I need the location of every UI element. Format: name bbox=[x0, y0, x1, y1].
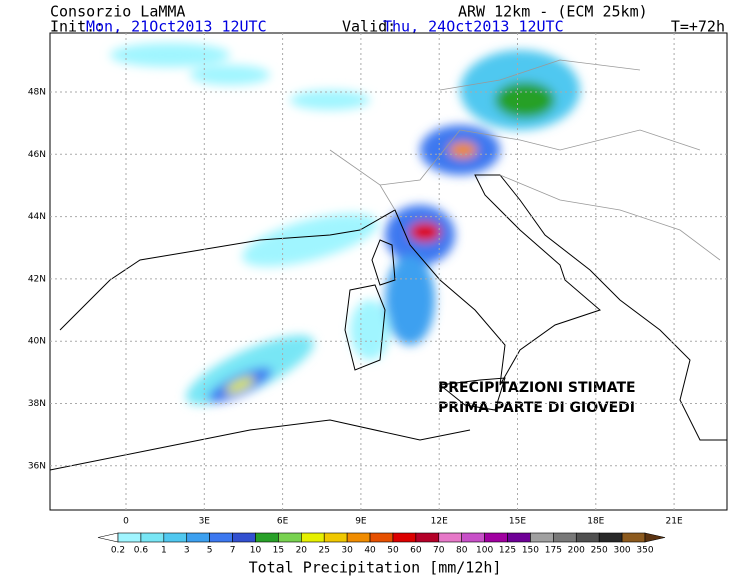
colorbar-box bbox=[438, 532, 462, 543]
colorbar-box bbox=[140, 532, 165, 543]
sicily bbox=[438, 377, 506, 411]
borders bbox=[329, 59, 721, 261]
colorbar-box bbox=[255, 532, 279, 543]
colorbar-box bbox=[530, 532, 554, 543]
colorbar-box bbox=[186, 532, 210, 543]
colorbar-box bbox=[598, 532, 623, 543]
lon-label: 15E bbox=[509, 517, 526, 527]
valid-label: Valid: bbox=[342, 18, 396, 36]
colorbar-label: 0.6 bbox=[134, 546, 149, 556]
colorbar-label: 50 bbox=[387, 546, 399, 556]
colorbar-box bbox=[278, 532, 302, 543]
lon-label: 18E bbox=[587, 517, 604, 527]
valid-time: Thu, 24Oct2013 12UTC bbox=[383, 18, 564, 36]
colorbar-end bbox=[97, 532, 119, 543]
colorbar-box bbox=[507, 532, 531, 543]
colorbar-box bbox=[553, 532, 577, 543]
colorbar-label: 70 bbox=[433, 546, 445, 556]
colorbar-label: 300 bbox=[613, 546, 630, 556]
lon-label: 12E bbox=[431, 517, 448, 527]
colorbar-label: 60 bbox=[410, 546, 422, 556]
lat-label: 46N bbox=[28, 150, 46, 160]
colorbar-box bbox=[117, 532, 142, 543]
lon-label: 3E bbox=[199, 517, 211, 527]
lon-label: 21E bbox=[666, 517, 683, 527]
lon-label: 9E bbox=[355, 517, 367, 527]
map bbox=[49, 32, 728, 511]
lat-label: 38N bbox=[28, 399, 46, 409]
colorbar-box bbox=[621, 532, 646, 543]
lon-label: 0 bbox=[123, 517, 129, 527]
colorbar-box bbox=[484, 532, 508, 543]
colorbar-box bbox=[323, 532, 348, 543]
lat-label: 36N bbox=[28, 461, 46, 471]
annotation: PRIMA PARTE DI GIOVEDI bbox=[438, 400, 635, 416]
colorbar-box bbox=[301, 532, 325, 543]
lat-label: 42N bbox=[28, 274, 46, 284]
annotation: PRECIPITAZIONI STIMATE bbox=[438, 380, 636, 396]
colorbar-end bbox=[644, 532, 666, 543]
colorbar-label: 0.2 bbox=[111, 546, 125, 556]
colorbar-box bbox=[163, 532, 188, 543]
colorbar-label: 15 bbox=[273, 546, 284, 556]
colorbar-label: 200 bbox=[568, 546, 585, 556]
colorbar-label: 7 bbox=[230, 546, 236, 556]
colorbar-box bbox=[461, 532, 485, 543]
colorbar-label: 175 bbox=[545, 546, 562, 556]
lead-time: T=+72h bbox=[671, 18, 725, 36]
corsica bbox=[371, 239, 396, 286]
model: ARW 12km - (ECM 25km) bbox=[458, 3, 648, 21]
lat-label: 48N bbox=[28, 88, 46, 98]
colorbar-label: 40 bbox=[364, 546, 376, 556]
colorbar-box bbox=[575, 532, 600, 543]
colorbar-label: 3 bbox=[184, 546, 190, 556]
colorbar-label: 10 bbox=[250, 546, 262, 556]
init-time: Mon, 21Oct2013 12UTC bbox=[86, 18, 267, 36]
colorbar-label: 150 bbox=[522, 546, 539, 556]
lat-label: 44N bbox=[28, 212, 46, 222]
colorbar-label: 80 bbox=[456, 546, 468, 556]
colorbar-label: 125 bbox=[499, 546, 516, 556]
colorbar-box bbox=[209, 532, 233, 543]
map-frame bbox=[49, 32, 728, 511]
colorbar-label: 25 bbox=[318, 546, 329, 556]
init-label: Init.: bbox=[50, 18, 104, 36]
colorbar-label: 5 bbox=[207, 546, 213, 556]
coastline bbox=[49, 174, 727, 471]
colorbar-label: 30 bbox=[341, 546, 353, 556]
colorbar-label: 100 bbox=[476, 546, 493, 556]
source: Consorzio LaMMA bbox=[50, 3, 185, 21]
lat-label: 40N bbox=[28, 337, 46, 347]
sardinia bbox=[344, 284, 386, 371]
lon-label: 6E bbox=[277, 517, 289, 527]
colorbar-label: 350 bbox=[636, 546, 653, 556]
colorbar-box bbox=[232, 532, 256, 543]
colorbar-label: 20 bbox=[296, 546, 308, 556]
colorbar-title: Total Precipitation [mm/12h] bbox=[249, 559, 502, 577]
colorbar-label: 250 bbox=[591, 546, 608, 556]
colorbar-box bbox=[392, 532, 417, 543]
colorbar-label: 1 bbox=[161, 546, 167, 556]
colorbar-box bbox=[346, 532, 371, 543]
colorbar-box bbox=[369, 532, 394, 543]
colorbar-box bbox=[415, 532, 440, 543]
